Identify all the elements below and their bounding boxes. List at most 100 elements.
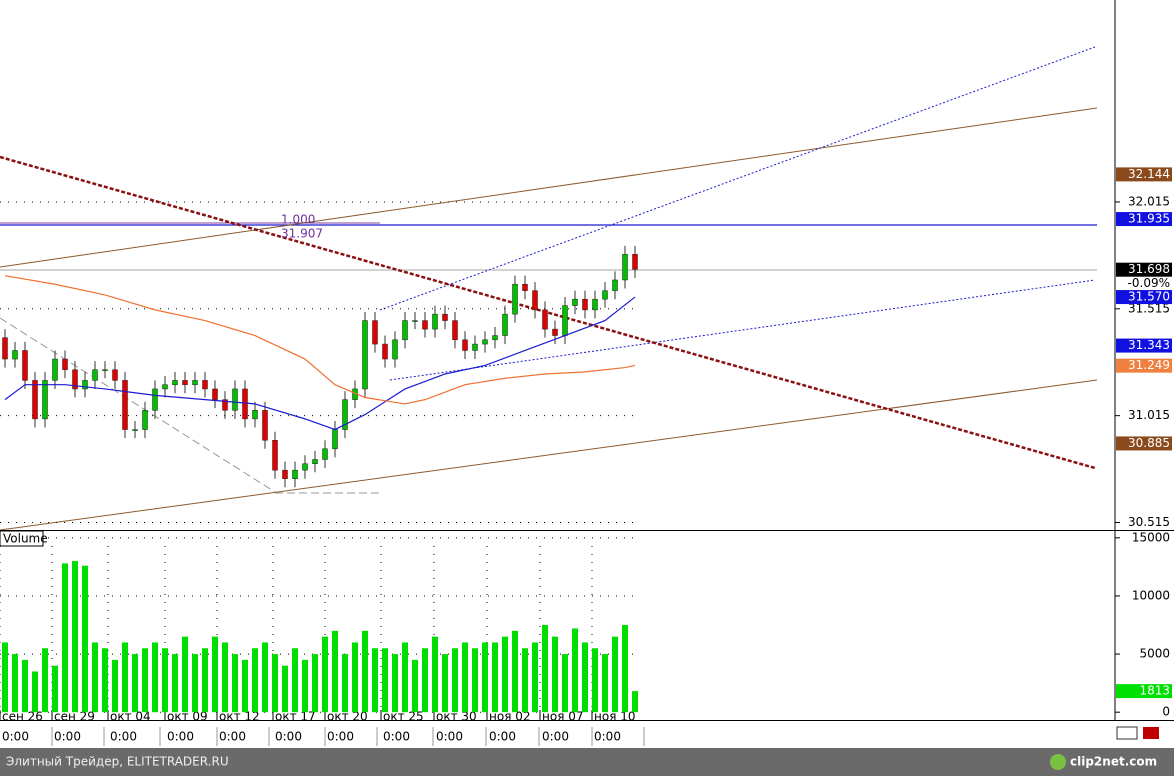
volume-bar: [612, 636, 618, 713]
candle-body: [332, 429, 338, 450]
volume-bar: [62, 563, 68, 713]
x-time-label: 0:00: [110, 730, 137, 744]
volume-bar: [82, 565, 88, 713]
candle-body: [382, 343, 388, 360]
price-marker: [1116, 167, 1172, 182]
volume-bar: [162, 648, 168, 713]
x-tick-bg: [488, 711, 532, 720]
volume-bar: [152, 642, 158, 713]
candle-body: [412, 320, 418, 322]
candle-body: [42, 380, 48, 420]
price-marker: [1116, 262, 1172, 277]
x-tick-bg: [326, 711, 370, 720]
x-tick-bg: [1, 711, 45, 720]
volume-bar: [182, 636, 188, 713]
footer-bar: [0, 748, 1174, 776]
y-tick-label: 0: [1162, 705, 1170, 719]
candle-body: [162, 384, 168, 390]
candle-body: [462, 339, 468, 351]
candle-body: [522, 283, 528, 291]
pane-label: Volume: [3, 532, 48, 546]
volume-bar: [202, 648, 208, 713]
candle-body: [212, 388, 218, 400]
trend-line: [0, 107, 1098, 268]
y-tick-label: 31.015: [1128, 408, 1170, 422]
volume-bar: [422, 648, 428, 713]
button[interactable]: [1143, 727, 1159, 739]
volume-bar: [552, 636, 558, 713]
candle-body: [612, 279, 618, 291]
candle-body: [632, 254, 638, 270]
volume-bar: [432, 636, 438, 713]
volume-bar: [622, 625, 628, 713]
volume-bar: [32, 671, 38, 713]
candle-body: [192, 380, 198, 385]
y-tick-label: 31.515: [1128, 301, 1170, 315]
volume-bar: [542, 625, 548, 713]
x-tick-label: ноя 07: [542, 710, 584, 724]
candle-body: [512, 283, 518, 315]
volume-bar: [582, 642, 588, 713]
x-tick-label: окт 25: [383, 710, 424, 724]
candle-body: [342, 399, 348, 430]
candle-body: [582, 298, 588, 311]
volume-bar: [252, 648, 258, 713]
candle-body: [592, 298, 598, 311]
candle-body: [602, 290, 608, 300]
volume-bar: [592, 648, 598, 713]
x-tick-bg: [541, 711, 585, 720]
x-tick-label: окт 12: [219, 710, 260, 724]
trend-line: [379, 46, 1096, 311]
candle-body: [322, 448, 328, 460]
candle-body: [202, 380, 208, 390]
candle-body: [102, 369, 108, 371]
price-marker-label: 31.698: [1128, 262, 1170, 276]
price-marker-label: 31.570: [1128, 290, 1170, 304]
annotation: 1.000: [281, 213, 315, 227]
y-tick-label: 10000: [1132, 588, 1170, 602]
candle-body: [92, 369, 98, 381]
y-tick-label: 15000: [1132, 530, 1170, 544]
volume-bar: [232, 654, 238, 713]
x-tick-bg: [53, 711, 97, 720]
candle-body: [482, 339, 488, 345]
button[interactable]: [1116, 726, 1138, 740]
candle-body: [22, 350, 28, 381]
volume-bar: [462, 642, 468, 713]
candle-body: [542, 309, 548, 330]
candle-body: [452, 320, 458, 341]
time-row: [0, 727, 1115, 746]
x-tick-label: окт 30: [436, 710, 477, 724]
x-tick-bg: [166, 711, 210, 720]
logo: clip2net.com: [1070, 755, 1157, 769]
volume-bar: [332, 630, 338, 713]
candle-body: [32, 380, 38, 420]
volume-bar: [52, 665, 58, 713]
x-time-label: 0:00: [54, 730, 81, 744]
candle-body: [562, 305, 568, 336]
trend-line: [0, 155, 1096, 470]
candle-body: [532, 290, 538, 311]
logo-icon: [1050, 754, 1066, 770]
x-time-label: 0:00: [219, 730, 246, 744]
candle-body: [242, 388, 248, 420]
candle-body: [112, 369, 118, 381]
volume-bar: [262, 642, 268, 713]
price-marker-label: 31.343: [1128, 338, 1170, 352]
candle-body: [52, 358, 58, 381]
candle-body: [392, 339, 398, 360]
candle-body: [2, 337, 8, 360]
volume-bar: [392, 654, 398, 713]
trend-line: [0, 317, 276, 493]
volume-bar: [452, 648, 458, 713]
moving-average: [4, 296, 636, 431]
candle-body: [222, 399, 228, 411]
x-time-label: 0:00: [542, 730, 569, 744]
candle-body: [132, 429, 138, 431]
x-time-label: 0:00: [167, 730, 194, 744]
candle-body: [402, 320, 408, 341]
trend-line: [389, 279, 1096, 381]
x-tick-label: окт 17: [275, 710, 316, 724]
price-marker-label: 32.144: [1128, 167, 1170, 181]
